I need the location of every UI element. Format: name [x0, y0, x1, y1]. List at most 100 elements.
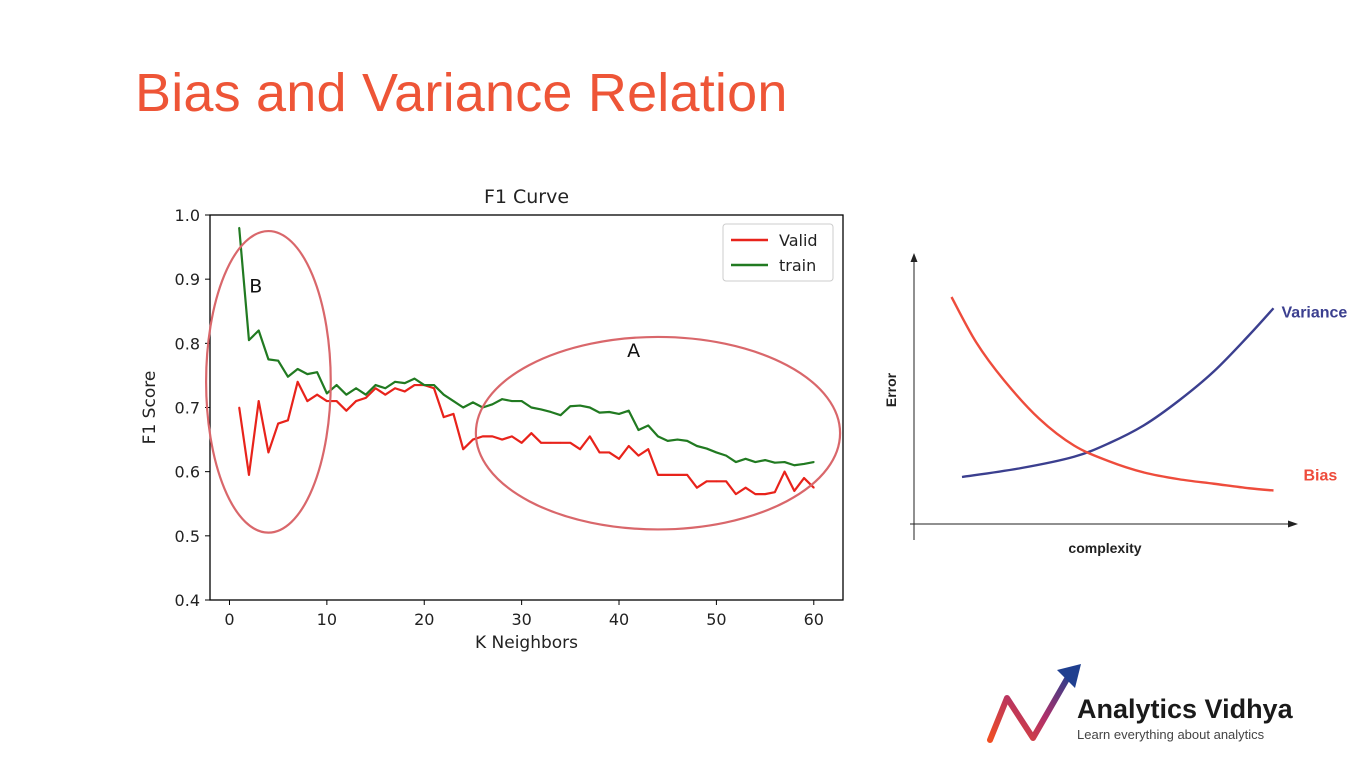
data-point-valid [579, 448, 581, 451]
data-point-valid [637, 454, 640, 457]
legend-box [722, 223, 834, 282]
data-point-train [773, 461, 776, 464]
data-point-valid [793, 490, 796, 492]
data-point-train [783, 461, 786, 463]
data-point-valid [462, 448, 465, 451]
logo-arrow-icon [987, 664, 1081, 743]
data-point-train [287, 375, 289, 378]
data-point-valid [452, 413, 455, 415]
data-point-valid [491, 435, 494, 438]
legend-label: Valid [779, 231, 818, 250]
data-point-valid [549, 441, 552, 444]
data-point-train [666, 439, 669, 442]
y-tick-label: 0.5 [175, 527, 200, 546]
data-point-valid [433, 387, 435, 390]
data-point-valid [325, 400, 328, 402]
data-point-valid [569, 441, 572, 444]
y-tick-label: 1.0 [175, 206, 200, 225]
data-point-train [306, 373, 309, 376]
y-axis-arrow-icon [910, 253, 918, 262]
data-point-valid [618, 457, 620, 460]
data-point-train [442, 393, 445, 396]
data-point-valid [705, 480, 708, 483]
data-point-train [569, 405, 572, 408]
data-point-valid [403, 390, 406, 393]
y-tick-label: 0.9 [175, 270, 200, 289]
data-point-valid [559, 441, 562, 444]
data-point-valid [627, 445, 630, 447]
data-point-train [686, 439, 689, 442]
data-point-valid [257, 400, 260, 402]
legend-label: train [779, 256, 816, 275]
data-point-train [257, 329, 260, 332]
x-tick-label: 0 [224, 610, 234, 629]
data-point-valid [238, 406, 241, 409]
data-point-valid [608, 451, 611, 454]
data-point-train [374, 384, 377, 386]
data-point-train [812, 461, 815, 463]
data-point-valid [598, 451, 601, 454]
data-point-valid [715, 480, 718, 483]
data-point-train [588, 406, 591, 409]
data-point-valid [686, 473, 689, 476]
data-point-valid [306, 400, 309, 402]
data-point-train [647, 424, 650, 427]
data-point-train [267, 358, 270, 361]
data-point-valid [501, 438, 504, 441]
data-point-train [335, 384, 338, 386]
x-tick-label: 50 [706, 610, 726, 629]
data-point-valid [725, 480, 728, 483]
bias-variance-tradeoff-chart: complexity Error Variance Bias [883, 253, 1348, 556]
data-point-train [540, 408, 543, 411]
data-point-valid [666, 473, 669, 476]
data-point-valid [316, 393, 319, 396]
data-point-train [734, 461, 737, 463]
highlight-ellipse [474, 335, 842, 531]
data-point-valid [248, 473, 250, 476]
x-tick-label: 60 [804, 610, 824, 629]
x-tick-label: 20 [414, 610, 434, 629]
data-point-train [248, 339, 250, 342]
data-point-valid [676, 473, 679, 476]
x-axis-label: complexity [1068, 540, 1141, 556]
data-point-train [696, 445, 698, 447]
data-point-train [316, 371, 319, 374]
data-point-valid [345, 409, 348, 412]
y-tick-label: 0.6 [175, 463, 200, 482]
data-point-train [754, 461, 757, 463]
data-point-valid [413, 384, 416, 386]
highlight-ellipse [205, 229, 332, 534]
data-point-train [452, 400, 455, 402]
data-point-valid [374, 387, 377, 390]
data-point-train [744, 457, 747, 460]
logo-tagline: Learn everything about analytics [1077, 727, 1265, 742]
data-point-train [364, 393, 367, 396]
data-point-train [549, 411, 552, 413]
curve-variance [961, 307, 1275, 479]
data-point-train [657, 435, 659, 438]
data-point-valid [472, 438, 474, 441]
x-tick-label: 10 [317, 610, 337, 629]
data-point-valid [588, 435, 591, 438]
data-point-train [510, 400, 513, 402]
data-point-valid [510, 435, 513, 438]
data-point-train [355, 387, 357, 390]
data-point-train [598, 411, 601, 414]
series-label-bias: Bias [1304, 468, 1338, 485]
data-point-valid [267, 451, 270, 454]
series-label-variance: Variance [1282, 304, 1348, 321]
y-axis-label: F1 Score [140, 371, 160, 445]
data-point-train [579, 404, 581, 407]
data-point-train [394, 380, 396, 383]
data-point-valid [277, 422, 280, 425]
logo-name: Analytics Vidhya [1077, 694, 1293, 724]
data-point-valid [647, 448, 650, 451]
data-point-valid [335, 400, 338, 402]
data-point-valid [520, 441, 523, 444]
data-point-train [403, 382, 406, 385]
series-line-valid [238, 380, 815, 496]
data-point-valid [783, 470, 786, 473]
data-point-train [433, 384, 435, 386]
slide-title: Bias and Variance Relation [135, 63, 788, 123]
y-tick-label: 0.8 [175, 334, 200, 353]
